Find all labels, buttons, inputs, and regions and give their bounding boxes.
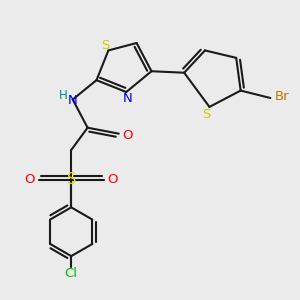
Text: O: O	[108, 173, 118, 186]
Text: O: O	[24, 173, 35, 186]
Text: N: N	[123, 92, 133, 105]
Text: Br: Br	[274, 90, 289, 103]
Text: H: H	[59, 89, 68, 102]
Text: S: S	[202, 108, 211, 121]
Text: O: O	[122, 129, 132, 142]
Text: Cl: Cl	[65, 266, 78, 280]
Text: N: N	[67, 94, 77, 107]
Text: S: S	[67, 172, 76, 187]
Text: S: S	[100, 39, 109, 52]
